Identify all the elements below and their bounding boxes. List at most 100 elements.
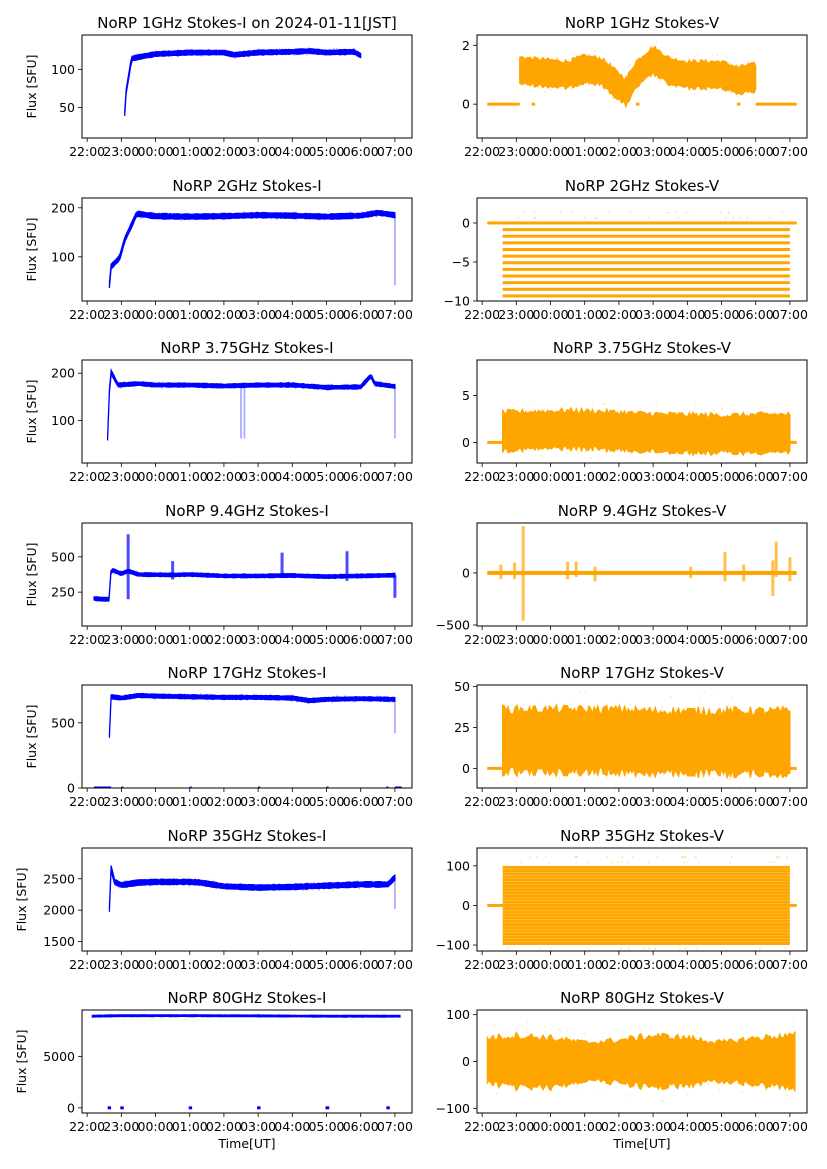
outlier-point bbox=[294, 882, 296, 885]
outlier-point bbox=[111, 375, 114, 378]
x-tick-label: 03:00 bbox=[635, 307, 671, 322]
outlier-point bbox=[604, 402, 607, 405]
outlier-point bbox=[304, 577, 306, 580]
outlier-point bbox=[542, 408, 545, 411]
outlier-point bbox=[270, 694, 272, 697]
outlier-point bbox=[345, 53, 347, 56]
outlier-point bbox=[561, 1086, 563, 1088]
x-tick-label: 01:00 bbox=[567, 144, 603, 159]
outlier-point bbox=[545, 1089, 548, 1092]
x-tick-label: 03:00 bbox=[240, 957, 276, 972]
y-tick-label: 500 bbox=[51, 549, 75, 564]
x-tick-label: 04:00 bbox=[669, 632, 705, 647]
outlier-point bbox=[344, 695, 346, 697]
outlier-point bbox=[701, 1083, 703, 1085]
outlier-point bbox=[675, 211, 677, 214]
x-tick-label: 04:00 bbox=[669, 1119, 705, 1134]
outlier-point bbox=[307, 702, 309, 705]
outlier-point bbox=[575, 856, 578, 859]
outlier-point bbox=[305, 53, 308, 56]
y-tick-label: 0 bbox=[462, 1054, 470, 1069]
outlier-point bbox=[741, 1091, 743, 1094]
outlier-point bbox=[333, 47, 335, 50]
x-tick-label: 02:00 bbox=[601, 957, 637, 972]
x-tick-label: 00:00 bbox=[533, 1119, 569, 1134]
data-layer bbox=[487, 41, 797, 109]
zero-segment bbox=[789, 766, 797, 770]
outlier-point bbox=[144, 52, 146, 55]
outlier-point bbox=[167, 218, 170, 221]
level-line bbox=[502, 913, 790, 917]
y-tick-label: 0 bbox=[462, 898, 470, 913]
x-tick-label: 22:00 bbox=[69, 957, 105, 972]
outlier-point bbox=[131, 1015, 133, 1018]
outlier-point bbox=[514, 1032, 517, 1035]
outlier-point bbox=[200, 55, 203, 57]
outlier-point bbox=[566, 452, 568, 454]
chart-title: NoRP 3.75GHz Stokes-I bbox=[160, 339, 333, 357]
outlier-point bbox=[163, 1015, 166, 1018]
outlier-point bbox=[183, 575, 186, 578]
outlier-point bbox=[124, 879, 126, 882]
outlier-point bbox=[622, 410, 624, 413]
outlier-point bbox=[665, 211, 668, 214]
data-layer bbox=[486, 1019, 796, 1102]
outlier-point bbox=[624, 75, 627, 78]
outlier-point bbox=[285, 386, 288, 389]
x-tick-label: 07:00 bbox=[377, 307, 413, 322]
outlier-point bbox=[668, 211, 670, 214]
outlier-point bbox=[765, 406, 768, 409]
outlier-point bbox=[356, 879, 359, 882]
outlier-point bbox=[288, 381, 290, 384]
outlier-point bbox=[594, 49, 597, 52]
outlier-point bbox=[694, 404, 696, 406]
outlier-point bbox=[195, 1013, 197, 1016]
outlier-point bbox=[207, 885, 209, 888]
x-tick-label: 22:00 bbox=[69, 469, 105, 484]
outlier-point bbox=[684, 856, 687, 859]
outlier-point bbox=[575, 779, 578, 782]
outlier-point bbox=[242, 693, 244, 696]
level-line bbox=[502, 932, 790, 936]
subplot-12: 22:0023:0000:0001:0002:0003:0004:0005:00… bbox=[436, 827, 808, 972]
level-line bbox=[502, 897, 790, 901]
outlier-point bbox=[138, 215, 140, 218]
outlier-point bbox=[591, 401, 594, 404]
x-tick-label: 04:00 bbox=[274, 794, 310, 809]
outlier-point bbox=[372, 1014, 374, 1017]
x-tick-label: 00:00 bbox=[138, 1119, 174, 1134]
outlier-point bbox=[293, 54, 295, 56]
outlier-point bbox=[142, 380, 144, 383]
x-tick-label: 04:00 bbox=[274, 1119, 310, 1134]
outlier-point bbox=[590, 457, 592, 460]
outlier-point bbox=[177, 49, 179, 51]
outlier-point bbox=[611, 97, 614, 100]
outlier-point bbox=[193, 218, 196, 221]
x-tick-label: 23:00 bbox=[498, 144, 534, 159]
outlier-point bbox=[580, 455, 583, 458]
outlier-point bbox=[344, 573, 346, 575]
outlier-point bbox=[759, 947, 762, 950]
spike bbox=[280, 552, 284, 577]
outlier-point bbox=[661, 1100, 664, 1102]
data-layer bbox=[487, 211, 797, 301]
outlier-point bbox=[630, 704, 632, 707]
outlier-point bbox=[572, 54, 575, 56]
outlier-point bbox=[135, 1015, 138, 1018]
outlier-point bbox=[332, 696, 335, 698]
outlier-point bbox=[179, 576, 181, 579]
outlier-point bbox=[269, 572, 271, 575]
data-band bbox=[106, 368, 396, 441]
outlier-point bbox=[241, 217, 244, 219]
outlier-point bbox=[752, 781, 755, 784]
x-tick-label: 02:00 bbox=[206, 632, 242, 647]
axes-frame bbox=[476, 34, 808, 139]
y-tick-label: 50 bbox=[454, 679, 470, 694]
x-tick-label: 01:00 bbox=[567, 632, 603, 647]
x-tick-label: 07:00 bbox=[772, 144, 808, 159]
outlier-point bbox=[648, 947, 650, 950]
outlier-point bbox=[353, 212, 355, 214]
outlier-point bbox=[592, 449, 594, 452]
outlier-point bbox=[154, 50, 157, 53]
outlier-point bbox=[370, 210, 372, 212]
